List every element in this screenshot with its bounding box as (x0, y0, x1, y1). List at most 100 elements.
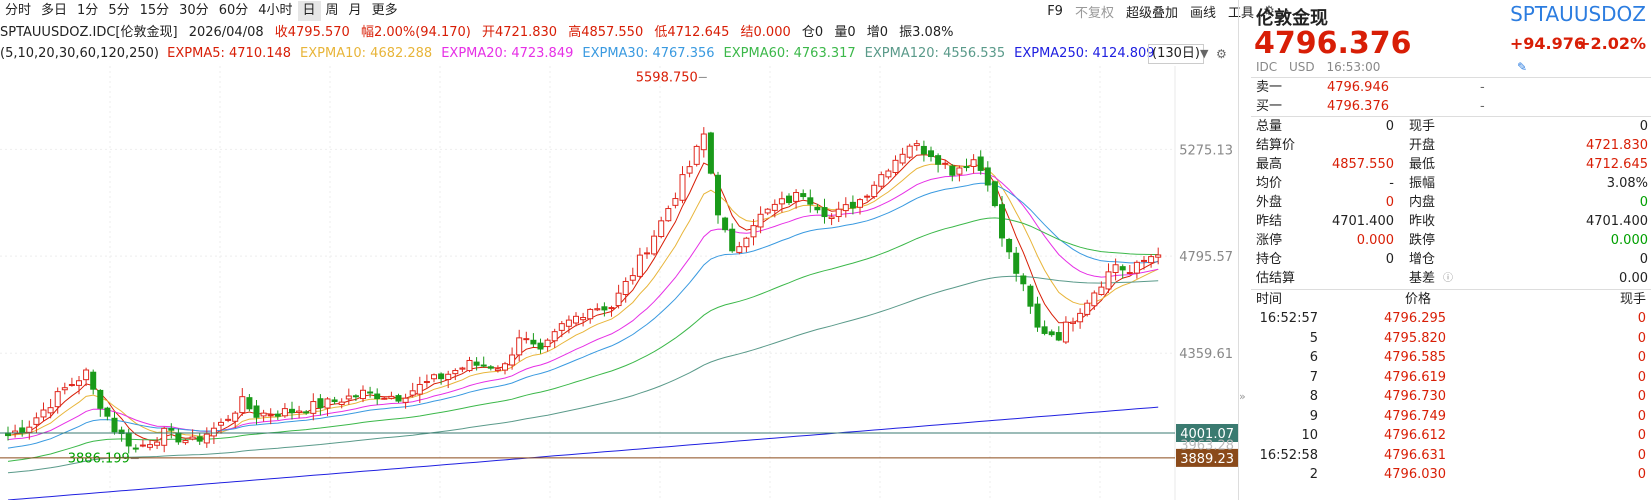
candle-body (246, 397, 253, 410)
candle-body (97, 389, 104, 409)
candle-body (310, 401, 317, 414)
stat-label: 均价 (1256, 176, 1283, 191)
candle-body (920, 145, 927, 155)
candle-body (956, 167, 963, 175)
candle-body (651, 235, 658, 255)
increase-value: 增0 (866, 25, 889, 40)
tick-price: 4796.030 (1384, 467, 1447, 482)
candle-body (218, 421, 224, 426)
period-11[interactable]: 更多 (371, 3, 398, 18)
candle-body (949, 165, 956, 176)
candle-body (182, 440, 189, 444)
info-icon[interactable]: ⓘ (1443, 273, 1453, 284)
candle-body (1141, 259, 1147, 262)
candle-body (636, 254, 643, 277)
tool-2[interactable]: 超级叠加 (1125, 5, 1178, 21)
chart-tools: F9 不复权 超级叠加 画线 工具 ⚙ › (1041, 0, 1296, 22)
candle-body (139, 444, 146, 447)
stat-label: 现手 (1409, 119, 1436, 134)
candle-body (210, 427, 217, 437)
caret-down-icon[interactable]: ▼ (1200, 47, 1209, 60)
open-value: 开4721.830 (482, 25, 558, 40)
period-9[interactable]: 周 (325, 3, 339, 18)
gear-icon[interactable]: ⚙ (1263, 3, 1275, 19)
change-value: 幅2.00%(94.170) (360, 25, 471, 40)
high-value: 高4857.550 (568, 25, 644, 40)
candle-body (374, 393, 381, 400)
tick-price: 4796.295 (1384, 311, 1447, 326)
candle-body (928, 150, 934, 158)
book-volume: - (1480, 99, 1485, 114)
stat-label: 基差 (1409, 271, 1436, 286)
candle-body (324, 398, 331, 409)
tool-1[interactable]: 不复权 (1074, 5, 1114, 21)
candle-body (203, 433, 210, 444)
period-6[interactable]: 60分 (218, 3, 249, 18)
candle-body (573, 315, 579, 324)
tool-4[interactable]: 工具 (1227, 5, 1254, 21)
period-10[interactable]: 月 (348, 3, 362, 18)
candle-body (1155, 254, 1162, 258)
volume-value: 量0 (834, 25, 856, 40)
candle-body (899, 153, 906, 164)
stat-value: 0 (1639, 252, 1648, 267)
stat-value: 4701.400 (1585, 214, 1648, 229)
period-7[interactable]: 4小时 (258, 3, 293, 18)
tool-0[interactable]: F9 (1047, 3, 1063, 19)
candle-body (459, 367, 466, 370)
candle-body (1112, 264, 1119, 274)
double-chevron-right-icon[interactable]: » (1239, 390, 1246, 403)
stat-label: 估结算 (1256, 271, 1296, 286)
candlestick-chart[interactable]: 5275.13 4795.57 4359.61 5598.750 3886.199 400… (0, 66, 1238, 500)
period-0[interactable]: 分时 (5, 3, 32, 18)
price-change-pct: +2.02% (1577, 34, 1646, 53)
candle-body (1062, 321, 1069, 343)
candle-body (26, 426, 33, 433)
candle-body (352, 395, 359, 398)
candle-body (1013, 252, 1020, 274)
period-8[interactable]: 日 (297, 1, 321, 21)
book-price: 4796.946 (1326, 80, 1389, 95)
tool-3[interactable]: 画线 (1189, 5, 1216, 21)
stat-label: 涨停 (1256, 233, 1283, 248)
amplitude-value: 振3.08% (899, 25, 954, 40)
currency-label: USD (1289, 60, 1315, 74)
stat-label: 结算价 (1256, 138, 1296, 153)
candle-body (700, 133, 707, 151)
candle-body (601, 306, 608, 311)
candle-body (331, 399, 338, 403)
tick-time: 6 (1309, 350, 1318, 365)
stat-label: 开盘 (1409, 138, 1436, 153)
candle-body (991, 181, 998, 207)
candle-body (743, 237, 750, 248)
range-selector[interactable]: (130日) (1148, 44, 1204, 64)
tick-time: 10 (1301, 428, 1318, 443)
gear-icon[interactable]: ⚙ (1216, 47, 1227, 61)
period-5[interactable]: 30分 (179, 3, 209, 18)
candle-body (431, 374, 437, 380)
tick-qty: 0 (1637, 467, 1646, 482)
tick-row: 2 4796.030 0 (1251, 465, 1651, 484)
stat-value: 3.08% (1606, 176, 1648, 191)
period-3[interactable]: 5分 (108, 3, 130, 18)
chevron-right-icon[interactable]: › (1284, 3, 1290, 19)
candle-body (842, 204, 849, 212)
stat-value: 0 (1385, 252, 1394, 267)
period-1[interactable]: 多日 (41, 3, 68, 18)
period-4[interactable]: 15分 (139, 3, 170, 18)
period-2[interactable]: 1分 (77, 3, 99, 18)
candle-body (33, 417, 40, 425)
instrument-name: 伦敦金现 (1256, 8, 1328, 29)
candle-body (83, 369, 90, 381)
candle-body (935, 155, 942, 165)
candle-body (189, 436, 196, 440)
market-label: IDC (1256, 60, 1278, 74)
candle-body (232, 412, 239, 422)
pen-icon[interactable]: ✎ (1517, 60, 1528, 74)
quote-info-line: SPTAUUSDOZ.IDC[伦敦金现] 2026/04/08 收4795.57… (0, 23, 960, 43)
candle-body (558, 323, 565, 331)
y-tick-label: 4795.57 (1179, 250, 1233, 265)
instrument-code[interactable]: SPTAUUSDOZ (1510, 2, 1646, 26)
stat-value: 0.00 (1619, 271, 1648, 286)
tick-time: 9 (1309, 408, 1318, 424)
